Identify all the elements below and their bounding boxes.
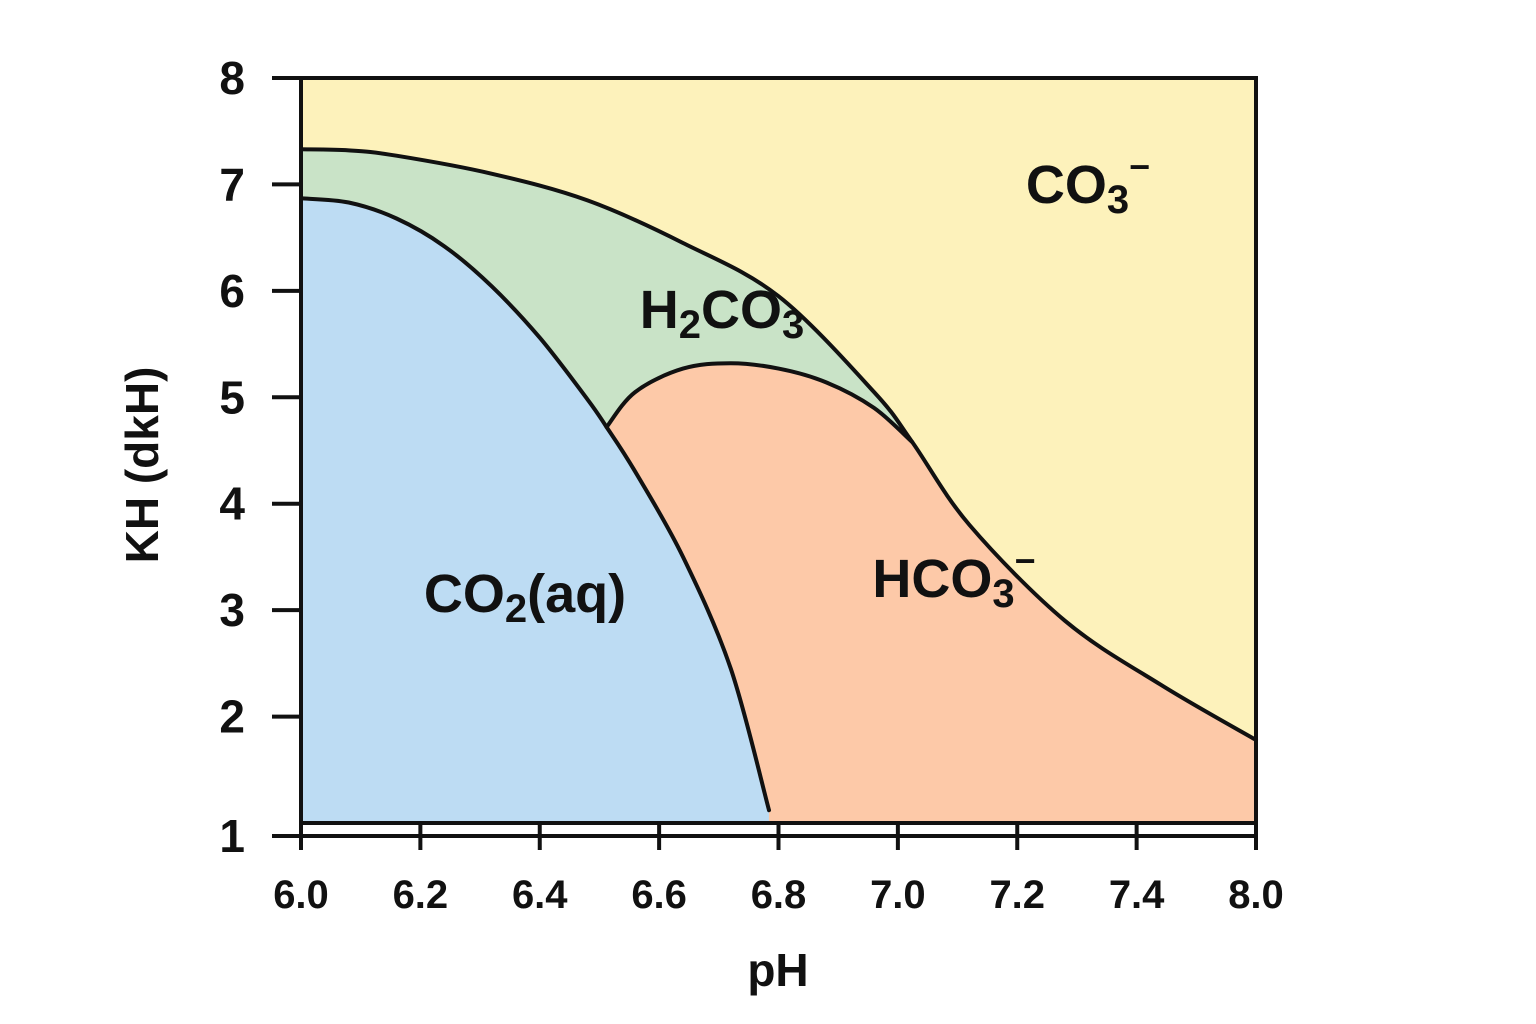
x-tick-label: 6.8 [751, 873, 807, 917]
y-tick-label: 7 [219, 158, 245, 210]
label-hco3-sub: 3 [992, 572, 1014, 616]
x-tick-label: 6.6 [631, 873, 687, 917]
y-tick-label: 2 [219, 691, 245, 743]
region-label-hco3: HCO3− [872, 540, 1035, 616]
y-tick-label: 3 [219, 584, 245, 636]
x-tick-label: 6.4 [512, 873, 568, 917]
x-tick-label: 7.4 [1109, 873, 1165, 917]
label-hco3-main: HCO [872, 549, 992, 609]
x-axis-title: pH [747, 944, 808, 996]
label-h2co3-sub2: 3 [782, 303, 804, 347]
label-h2co3-main: H [640, 280, 679, 340]
label-co3-sup: − [1129, 146, 1150, 187]
region-hco3 [606, 363, 1256, 823]
label-h2co3-sub: 2 [679, 303, 701, 347]
region-label-h2co3: H2CO3 [640, 280, 805, 347]
label-co2-main: CO [424, 564, 505, 624]
x-tick-label: 7.0 [870, 873, 926, 917]
y-tick-label: 5 [219, 371, 245, 423]
label-co2-tail: (aq) [527, 564, 626, 624]
regions [301, 78, 1256, 824]
y-tick-label: 4 [219, 478, 245, 530]
label-co3-sub: 3 [1107, 178, 1129, 222]
y-tick-label: 6 [219, 265, 245, 317]
label-co3-main: CO [1026, 155, 1107, 215]
y-tick-label: 1 [219, 810, 245, 862]
boundary-hco3-upper [604, 361, 915, 444]
x-axis: 6.0 6.2 6.4 6.6 6.8 7.0 7.2 7.4 8.0 [273, 823, 1284, 917]
boundary-h2co3-upper [299, 147, 1258, 742]
boundary-lines [299, 147, 1258, 813]
y-axis: 1 2 3 4 5 6 7 8 [219, 52, 301, 862]
y-tick-label: 8 [219, 52, 245, 104]
boundary-co2-upper [299, 196, 771, 813]
label-co2-sub: 2 [505, 587, 527, 631]
region-label-co2aq: CO2(aq) [424, 564, 626, 631]
y-axis-title: KH (dkH) [116, 367, 168, 564]
region-co2aq [301, 198, 769, 823]
label-h2co3-tail: CO [701, 280, 782, 340]
label-hco3-sup: − [1015, 540, 1036, 581]
x-tick-label: 6.2 [393, 873, 449, 917]
region-label-co3: CO3− [1026, 146, 1150, 222]
x-tick-label: 7.2 [989, 873, 1045, 917]
x-tick-label: 8.0 [1228, 873, 1284, 917]
x-tick-label: 6.0 [273, 873, 329, 917]
